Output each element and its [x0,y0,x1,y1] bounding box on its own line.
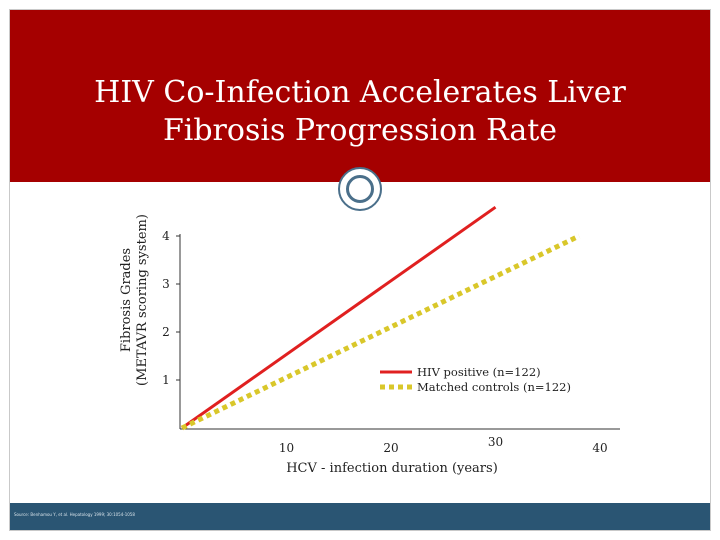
y-tick-label: 2 [162,325,170,339]
footer-band [10,503,710,530]
y-tick-label: 3 [162,277,170,291]
x-tick-label: 10 [279,441,294,455]
x-ticks: 10 20 30 40 [279,435,608,455]
legend-label-hiv-positive: HIV positive (n=122) [417,365,541,379]
x-axis-title: HCV - infection duration (years) [286,461,498,476]
legend: HIV positive (n=122)Matched controls (n=… [380,365,571,394]
y-ticks: 1 2 3 4 [162,229,180,387]
y-tick-label: 4 [162,229,170,243]
x-tick-label: 20 [383,441,398,455]
x-tick-label: 30 [488,435,503,449]
y-axis-title-line-2: (METAVR scoring system) [135,214,150,386]
series-layer [180,205,581,431]
y-axis-title-line-1: Fibrosis Grades [119,248,134,352]
title-band [10,10,710,182]
series-line-matched-controls [180,233,581,431]
slide-title: HIV Co-Infection Accelerates Liver Fibro… [10,74,710,150]
title-line-2: Fibrosis Progression Rate [162,113,558,148]
series-line-hiv-positive [181,205,497,430]
y-tick-label: 1 [162,373,170,387]
legend-label-matched-controls: Matched controls (n=122) [417,380,571,394]
title-line-1: HIV Co-Infection Accelerates Liver [94,75,626,110]
x-tick-label: 40 [592,441,607,455]
ring-inner-icon [346,175,374,203]
footer-source: Source: Benhamou Y, et al. Hepatology 19… [14,512,135,517]
ring-icon [338,167,382,211]
